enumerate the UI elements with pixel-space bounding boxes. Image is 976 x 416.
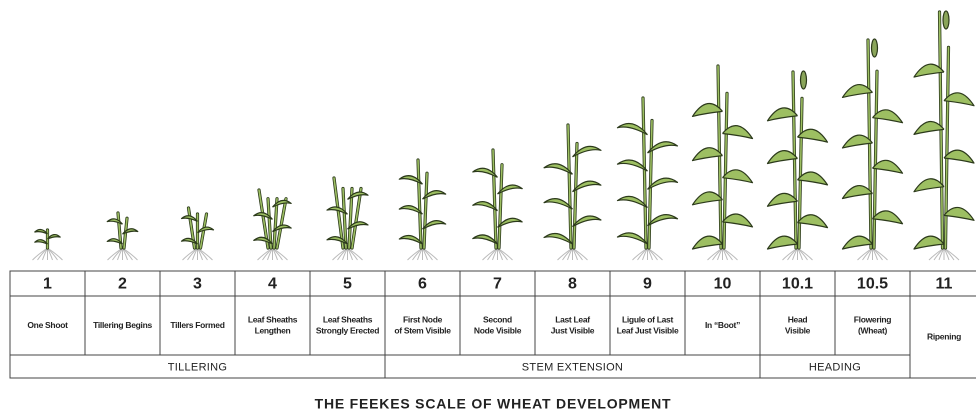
stage-label: of Stem Visible	[394, 325, 451, 335]
stage-table: 1 One Shoot 2 Tillering Begins 3 Tillers Form…	[10, 271, 976, 378]
stage-label: Ripening	[927, 331, 961, 341]
leaf	[914, 236, 944, 249]
stage-number: 4	[268, 276, 277, 293]
stage-label: Tillering Begins	[93, 320, 152, 330]
leaf	[544, 233, 572, 244]
leaf	[35, 229, 48, 233]
wheat-head	[943, 11, 949, 29]
leaf	[944, 207, 974, 220]
stage-label: Head	[788, 314, 808, 324]
leaf	[544, 199, 572, 210]
stage-label: Leaf Sheaths	[248, 314, 298, 324]
title: THE FEEKES SCALE OF WHEAT DEVELOPMENT	[315, 396, 672, 412]
stage-label: Strongly Erected	[316, 325, 379, 335]
leaf	[473, 235, 498, 244]
stage-label: One Shoot	[27, 320, 68, 330]
stage-number: 10.1	[782, 276, 813, 293]
leaf	[723, 214, 753, 227]
stage-number: 9	[643, 276, 652, 293]
leaf	[914, 179, 944, 192]
stage-number: 5	[343, 276, 352, 293]
stage-number: 7	[493, 276, 502, 293]
leaf	[618, 233, 648, 244]
stage-label: Last Leaf	[555, 314, 590, 324]
leaf	[843, 186, 873, 199]
stage-label: Second	[483, 314, 512, 324]
wheat-plant	[399, 160, 445, 260]
leaf	[182, 238, 198, 244]
leaf	[107, 219, 122, 224]
wheat-plant	[33, 229, 63, 260]
leaf	[48, 235, 61, 239]
wheat-head	[872, 39, 878, 57]
leaf	[618, 196, 648, 207]
wheat-plant	[618, 98, 678, 260]
leaf	[798, 215, 828, 228]
wheat-plant	[914, 11, 974, 260]
leaf	[573, 216, 601, 227]
stage-label: Just Visible	[551, 325, 595, 335]
leaf	[648, 215, 678, 226]
stage-number: 2	[118, 276, 127, 293]
stage-label: Leaf Sheaths	[323, 314, 373, 324]
wheat-plant	[182, 208, 214, 260]
stage-number: 6	[418, 276, 427, 293]
stage-label: Ligule of Last	[622, 314, 674, 324]
group-label: STEM EXTENSION	[522, 361, 623, 373]
wheat-plant	[107, 213, 138, 260]
wheat-plant	[544, 125, 601, 260]
wheat-head	[801, 71, 807, 89]
stage-label: First Node	[403, 314, 443, 324]
wheat-plant	[254, 190, 291, 260]
wheat-plant	[473, 150, 522, 260]
leaf	[198, 227, 214, 233]
stage-label: Flowering	[854, 314, 892, 324]
leaf	[693, 192, 723, 205]
leaf	[35, 240, 48, 244]
stem	[277, 199, 286, 248]
leaf	[873, 211, 903, 224]
stage-label: In “Boot”	[705, 320, 740, 330]
feekes-diagram: 1 One Shoot 2 Tillering Begins 3 Tillers Form…	[0, 0, 976, 416]
stage-label: Lengthen	[255, 325, 291, 335]
stage-number: 3	[193, 276, 202, 293]
stage-number: 11	[936, 276, 953, 293]
stage-number: 1	[43, 276, 52, 293]
stage-number: 10.5	[857, 276, 888, 293]
leaf	[843, 236, 873, 249]
stage-label: Node Visible	[474, 325, 522, 335]
plant-illustrations	[33, 11, 975, 260]
group-label: HEADING	[809, 361, 861, 373]
stage-label: Visible	[785, 325, 811, 335]
wheat-plant	[768, 71, 828, 260]
stage-label: Tillers Formed	[170, 320, 224, 330]
leaf	[768, 193, 798, 206]
wheat-plant	[693, 66, 753, 260]
leaf	[693, 236, 723, 249]
stage-number: 10	[714, 276, 732, 293]
stage-number: 8	[568, 276, 577, 293]
wheat-plant	[327, 178, 368, 260]
stage-label: Leaf Just Visible	[617, 325, 679, 335]
stage-label: (Wheat)	[858, 325, 888, 335]
group-label: TILLERING	[168, 361, 228, 373]
wheat-plant	[843, 39, 903, 260]
leaf	[768, 236, 798, 249]
